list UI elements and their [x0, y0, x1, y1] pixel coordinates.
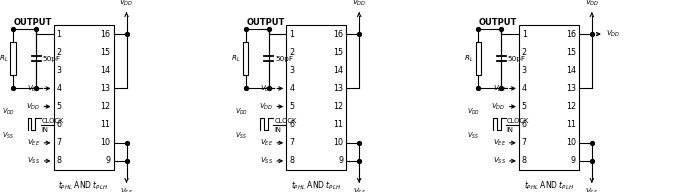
Text: $R_L$: $R_L$ [232, 54, 241, 64]
Text: 9: 9 [338, 156, 343, 166]
Text: $V_{DD}$: $V_{DD}$ [352, 0, 366, 8]
Text: 10: 10 [333, 138, 343, 147]
Text: $V_{EE}$: $V_{EE}$ [493, 83, 506, 94]
Text: 9: 9 [105, 156, 110, 166]
Text: OUTPUT: OUTPUT [246, 18, 285, 27]
Text: 10: 10 [101, 138, 110, 147]
Text: $R_L$: $R_L$ [464, 54, 473, 64]
Text: CLOCK: CLOCK [507, 118, 529, 124]
Text: 2: 2 [289, 48, 295, 57]
Bar [243, 42, 248, 75]
Text: $V_{DD}$: $V_{DD}$ [491, 101, 506, 112]
Text: $V_{DD}$: $V_{DD}$ [2, 107, 15, 117]
Text: 8: 8 [522, 156, 527, 166]
Bar [519, 25, 579, 170]
Text: 7: 7 [57, 138, 61, 147]
Text: $V_{DD}$: $V_{DD}$ [119, 0, 134, 8]
Text: 13: 13 [566, 84, 576, 93]
Bar [475, 42, 481, 75]
Bar [10, 42, 16, 75]
Text: 2: 2 [57, 48, 61, 57]
Text: 5: 5 [522, 102, 527, 111]
Text: 12: 12 [333, 102, 343, 111]
Text: IN: IN [274, 127, 281, 133]
Text: 7: 7 [289, 138, 295, 147]
Text: $V_{SS}$: $V_{SS}$ [2, 131, 14, 141]
Text: 2: 2 [522, 48, 527, 57]
Text: 13: 13 [333, 84, 343, 93]
Text: $V_{DD}$: $V_{DD}$ [26, 101, 40, 112]
Text: $t_{PHL}$ AND $t_{PLH}$: $t_{PHL}$ AND $t_{PLH}$ [59, 180, 108, 192]
Text: 4: 4 [522, 84, 527, 93]
Text: 6: 6 [57, 120, 61, 129]
Text: 15: 15 [333, 48, 343, 57]
Text: $t_{PHL}$ AND $t_{PLH}$: $t_{PHL}$ AND $t_{PLH}$ [291, 180, 341, 192]
Text: IN: IN [41, 127, 48, 133]
Text: 50pF: 50pF [508, 56, 526, 62]
Text: CLOCK: CLOCK [274, 118, 297, 124]
Text: 7: 7 [522, 138, 527, 147]
Text: $V_{SS}$: $V_{SS}$ [493, 156, 506, 166]
Text: $V_{SS}$: $V_{SS}$ [27, 156, 40, 166]
Bar [286, 25, 346, 170]
Text: 1: 1 [522, 30, 527, 39]
Text: $V_{SS}$: $V_{SS}$ [352, 187, 366, 192]
Text: $V_{DD}$: $V_{DD}$ [606, 29, 621, 39]
Text: 3: 3 [289, 66, 294, 75]
Text: 11: 11 [566, 120, 576, 129]
Text: 8: 8 [289, 156, 294, 166]
Text: $t_{PHL}$ AND $t_{PLH}$: $t_{PHL}$ AND $t_{PLH}$ [524, 180, 574, 192]
Text: 50pF: 50pF [43, 56, 61, 62]
Text: 11: 11 [333, 120, 343, 129]
Text: 5: 5 [289, 102, 295, 111]
Text: $V_{SS}$: $V_{SS}$ [120, 187, 133, 192]
Text: 6: 6 [289, 120, 294, 129]
Text: 12: 12 [565, 102, 576, 111]
Text: 15: 15 [565, 48, 576, 57]
Text: 16: 16 [566, 30, 576, 39]
Text: $V_{SS}$: $V_{SS}$ [235, 131, 246, 141]
Bar [54, 25, 114, 170]
Text: $V_{EE}$: $V_{EE}$ [27, 138, 40, 148]
Text: $V_{DD}$: $V_{DD}$ [259, 101, 273, 112]
Text: 1: 1 [289, 30, 294, 39]
Text: 8: 8 [57, 156, 61, 166]
Text: $V_{SS}$: $V_{SS}$ [260, 156, 273, 166]
Text: 50pF: 50pF [275, 56, 293, 62]
Text: 14: 14 [333, 66, 343, 75]
Text: 1: 1 [57, 30, 61, 39]
Text: 4: 4 [57, 84, 61, 93]
Text: 4: 4 [289, 84, 294, 93]
Text: 15: 15 [101, 48, 110, 57]
Text: $V_{SS}$: $V_{SS}$ [585, 187, 598, 192]
Text: 14: 14 [566, 66, 576, 75]
Text: 6: 6 [522, 120, 527, 129]
Text: 11: 11 [101, 120, 110, 129]
Text: CLOCK: CLOCK [41, 118, 64, 124]
Text: 9: 9 [571, 156, 576, 166]
Text: 16: 16 [333, 30, 343, 39]
Text: $V_{DD}$: $V_{DD}$ [585, 0, 599, 8]
Text: 16: 16 [101, 30, 110, 39]
Text: 14: 14 [101, 66, 110, 75]
Text: 3: 3 [522, 66, 527, 75]
Text: OUTPUT: OUTPUT [479, 18, 517, 27]
Text: 13: 13 [101, 84, 110, 93]
Text: $V_{EE}$: $V_{EE}$ [493, 138, 506, 148]
Text: $V_{EE}$: $V_{EE}$ [260, 138, 273, 148]
Text: $V_{DD}$: $V_{DD}$ [235, 107, 248, 117]
Text: 10: 10 [566, 138, 576, 147]
Text: 3: 3 [57, 66, 61, 75]
Text: OUTPUT: OUTPUT [13, 18, 52, 27]
Text: $V_{EE}$: $V_{EE}$ [27, 83, 40, 94]
Text: $R_L$: $R_L$ [0, 54, 8, 64]
Text: $V_{DD}$: $V_{DD}$ [468, 107, 480, 117]
Text: $V_{EE}$: $V_{EE}$ [260, 83, 273, 94]
Text: $V_{SS}$: $V_{SS}$ [468, 131, 480, 141]
Text: IN: IN [507, 127, 514, 133]
Text: 5: 5 [57, 102, 61, 111]
Text: 12: 12 [101, 102, 110, 111]
